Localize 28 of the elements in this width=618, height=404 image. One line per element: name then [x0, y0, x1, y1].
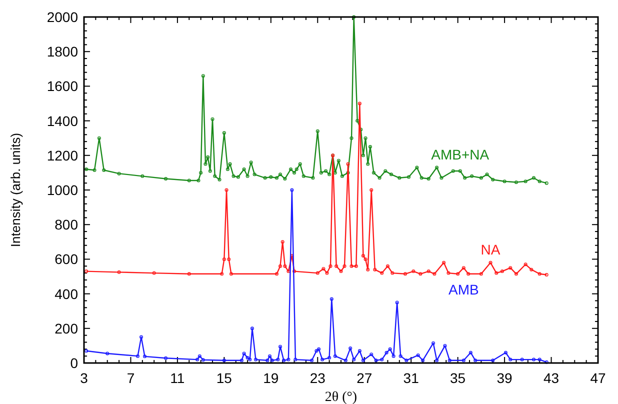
x-tick-label: 27	[356, 370, 372, 386]
x-tick-label: 7	[126, 370, 135, 386]
x-tick-label: 35	[450, 370, 466, 386]
y-tick-label: 600	[54, 251, 78, 268]
x-tick-label: 19	[263, 370, 279, 386]
series-label: AMB+NA	[431, 146, 490, 163]
x-tick-label: 43	[543, 370, 560, 386]
y-tick-label: 0	[70, 355, 78, 371]
x-tick-label: 23	[310, 370, 326, 386]
y-tick-label: 1600	[46, 78, 78, 94]
y-tick-label: 1400	[46, 112, 78, 129]
x-axis-title: 2θ (°)	[324, 390, 358, 404]
text: AMB	[448, 281, 479, 298]
series-label: NA	[480, 242, 501, 258]
y-tick-label: 400	[54, 286, 78, 302]
y-tick-label: 1200	[46, 147, 78, 164]
y-tick-label: 800	[54, 216, 78, 233]
x-tick-label: 31	[403, 370, 420, 386]
x-tick-label: 11	[170, 370, 185, 386]
y-axis-title: Intensity (arb. units)	[8, 132, 23, 248]
x-tick-label: 39	[496, 370, 513, 386]
y-tick-label: 2000	[46, 9, 78, 25]
x-tick-label: 3	[80, 370, 88, 386]
y-tick-label: 1000	[46, 182, 78, 198]
x-tick-label: 15	[216, 370, 232, 386]
y-tick-label: 200	[54, 320, 78, 336]
x-tick-label: 47	[590, 370, 606, 386]
y-tick-label: 1800	[46, 44, 78, 60]
